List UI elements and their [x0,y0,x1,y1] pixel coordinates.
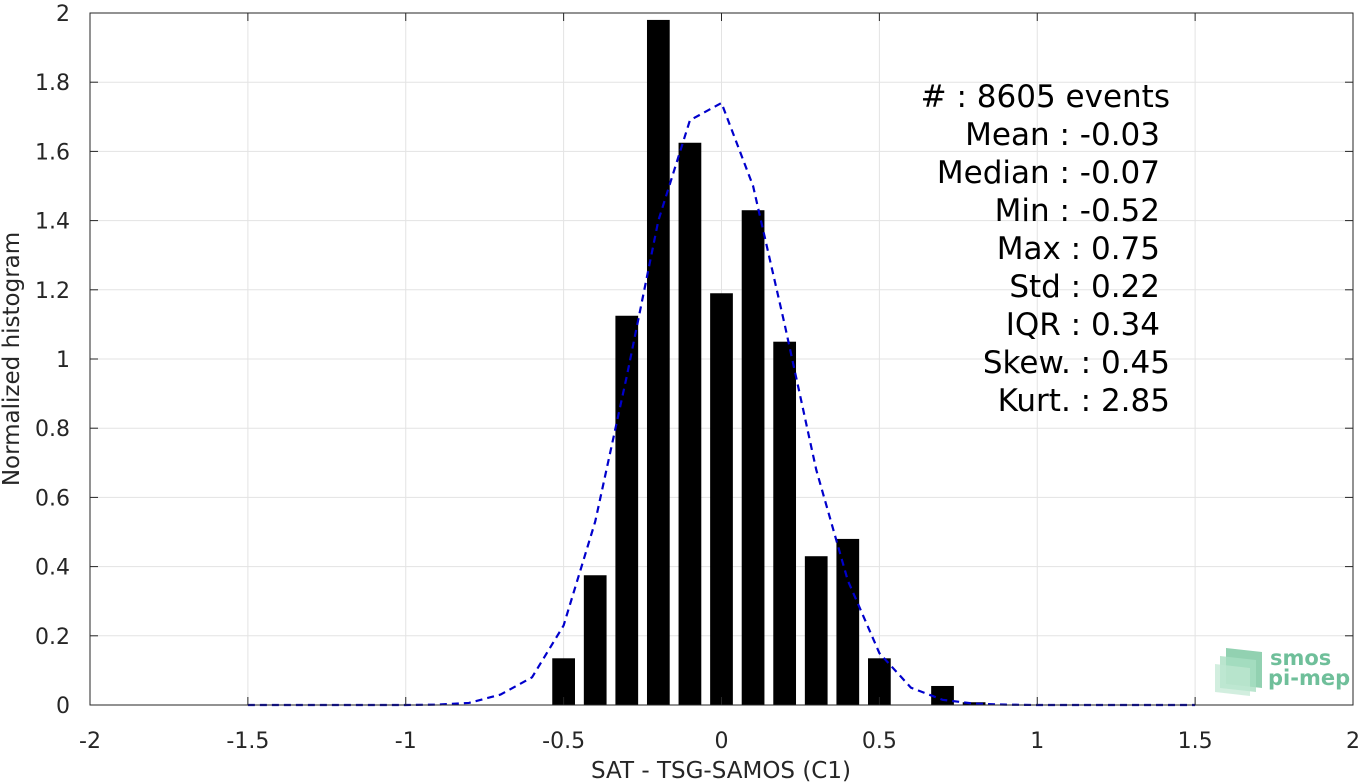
x-tick-label: -0.5 [542,729,585,754]
y-tick-label: 1.4 [35,210,70,235]
stat-line: IQR : 0.34 [1006,307,1160,343]
y-tick-label: 0.4 [35,556,70,581]
stat-line: Max : 0.75 [997,231,1160,267]
x-tick-label: 0 [715,729,729,754]
x-tick-label: -2 [79,729,101,754]
x-tick-label: -1.5 [226,729,269,754]
x-tick-label: 0.5 [862,729,897,754]
y-tick-label: 1.8 [35,71,70,96]
stat-line: Skew. : 0.45 [983,345,1170,381]
histogram-bar [678,142,702,705]
histogram-bar [615,315,639,705]
x-tick-label: 2 [1346,729,1360,754]
logo-line1: smos [1270,646,1331,670]
logo-line2: pi-mep [1268,666,1350,690]
histogram-bar [583,575,607,705]
y-tick-label: 0.2 [35,625,70,650]
histogram-bar [804,556,828,705]
x-axis-label: SAT - TSG-SAMOS (C1) [591,758,851,784]
y-tick-label: 1.2 [35,279,70,304]
histogram-bar [868,658,891,705]
y-axis-ticks: 0 0.2 0.4 0.6 0.8 1 1.2 1.4 1.6 1.8 2 [35,2,1353,719]
smos-pi-mep-logo: smos pi-mep [1215,646,1350,696]
y-tick-label: 1 [56,348,70,373]
histogram-bar [962,702,986,705]
stat-line: Min : -0.52 [995,193,1160,229]
y-tick-label: 0 [56,694,70,719]
y-tick-label: 0.8 [35,417,70,442]
stat-line: # : 8605 events [921,79,1170,115]
stat-line: Mean : -0.03 [965,117,1160,153]
x-tick-label: -1 [395,729,417,754]
x-tick-label: 1.5 [1178,729,1213,754]
y-axis-label: Normalized histogram [0,232,25,486]
logo-mark-icon [1215,648,1262,696]
histogram-bars [552,19,986,706]
y-tick-label: 0.6 [35,486,70,511]
histogram-bar [836,538,860,705]
y-tick-label: 2 [56,2,70,27]
stat-line: Kurt. : 2.85 [998,383,1170,419]
stat-line: Std : 0.22 [1009,269,1160,305]
histogram-bar [646,19,670,706]
histogram-bar [552,658,575,705]
y-tick-label: 1.6 [35,140,70,165]
x-axis-ticks: -2 -1.5 -1 -0.5 0 0.5 1 1.5 2 [79,13,1360,754]
histogram-bar [710,293,733,705]
histogram-bar [741,210,765,705]
histogram-bar [773,341,797,705]
x-tick-label: 1 [1030,729,1044,754]
stat-line: Median : -0.07 [937,155,1160,191]
histogram-bar [931,685,954,705]
